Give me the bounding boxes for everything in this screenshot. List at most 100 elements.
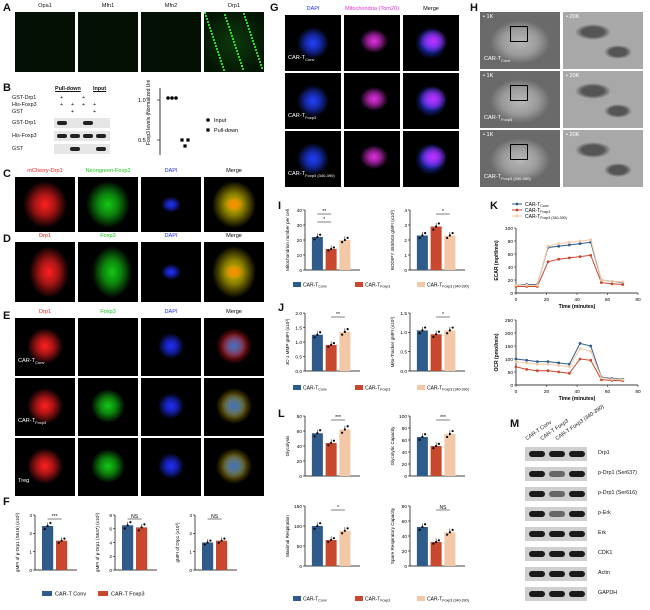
band-name: p-Drp1 (Ser616) — [598, 490, 637, 496]
band-name: CDK1 — [598, 550, 613, 556]
data-point — [57, 541, 60, 544]
blot-band — [96, 147, 106, 151]
series-point — [546, 369, 550, 373]
series-point — [567, 371, 571, 375]
confocal-image — [285, 131, 341, 187]
data-point — [313, 435, 316, 438]
y-axis-label: Mito-Tracker gMFI (x10³) — [390, 316, 395, 367]
series-point — [525, 283, 529, 287]
y-tick-label: 2.0 — [295, 311, 302, 317]
significance-label: * — [442, 312, 444, 318]
magnification-label: • 1K — [483, 14, 494, 20]
y-axis-label: Foxp3 levels (Normalized Units) — [146, 80, 152, 145]
western-band — [549, 451, 565, 457]
green-puncta — [229, 29, 231, 31]
significance-label: NS — [211, 514, 219, 520]
y-tick-label: 0 — [29, 568, 32, 574]
data-point — [46, 524, 49, 528]
y-axis-label: Maximal Respiration — [285, 515, 290, 557]
bar — [311, 334, 323, 371]
data-point — [421, 525, 424, 529]
data-point — [451, 231, 454, 235]
data-point — [446, 435, 449, 439]
data-point — [43, 527, 46, 531]
data-point — [137, 529, 140, 532]
western-band — [529, 451, 545, 457]
magnification-label: • 1K — [483, 73, 494, 79]
data-point — [448, 329, 451, 332]
y-tick-label: 1.0 — [400, 330, 407, 336]
western-band — [569, 551, 585, 557]
channel-title: Merge — [226, 233, 242, 239]
legend-label: CAR-TFoxp3 (340-390) — [525, 214, 567, 220]
x-axis-label: Time (minutes) — [559, 396, 596, 402]
western-band — [569, 571, 585, 577]
green-puncta — [206, 18, 208, 20]
data-point — [432, 447, 435, 450]
row-label: CAR-TConv — [18, 358, 44, 365]
data-point — [446, 533, 449, 536]
channel-title: Drp1 — [38, 309, 52, 315]
channel-title: DAPI — [164, 309, 178, 315]
panel-j-label: J — [278, 302, 285, 314]
y-tick-label: 40 — [297, 208, 303, 214]
data-point — [343, 238, 346, 242]
western-blot-strip — [525, 507, 587, 521]
confocal-image — [344, 73, 400, 129]
green-puncta — [217, 51, 219, 53]
series-point — [525, 361, 529, 365]
fluorescence-image — [15, 438, 75, 496]
data-point — [319, 522, 322, 525]
band-name: GAPDH — [598, 590, 618, 596]
fluorescence-image — [141, 378, 201, 436]
western-band — [529, 471, 545, 477]
legend-pulldown-marker — [206, 128, 210, 132]
green-puncta — [225, 17, 227, 19]
band-name: Actin — [598, 570, 610, 576]
band-name: p-Drp1 (Ser637) — [598, 470, 637, 476]
row-label-main: CAR-T — [288, 113, 306, 119]
series-point — [557, 242, 561, 245]
data-point — [220, 539, 223, 542]
data-point — [319, 233, 322, 236]
green-puncta — [209, 27, 211, 29]
green-puncta — [224, 14, 226, 16]
data-point — [126, 524, 129, 527]
band-name: Drp1 — [598, 450, 610, 456]
panel-k-label: K — [490, 200, 498, 212]
legend-swatch — [355, 282, 363, 287]
y-tick-label: 40 — [402, 534, 408, 540]
legend-label: CAR-TFoxp3 (340-390) — [427, 597, 469, 603]
row-label-main: CAR-T — [484, 174, 502, 180]
bar — [430, 226, 442, 270]
y-tick-label: 0.0 — [400, 369, 407, 375]
legend-label: CAR-TConv — [303, 597, 327, 603]
data-point — [451, 528, 454, 531]
green-puncta — [227, 23, 229, 25]
data-point — [123, 527, 126, 530]
row-label-sub: Foxp3 — [501, 117, 513, 123]
western-band — [549, 471, 565, 477]
row-label-sub: Foxp3 (340-390) — [501, 176, 531, 182]
blot-band — [83, 121, 93, 125]
y-axis-label: Spare Respiratory Capacity — [390, 507, 395, 564]
y-tick-label: 0 — [510, 383, 513, 389]
green-puncta — [205, 15, 207, 17]
bar — [444, 235, 456, 270]
confocal-image — [403, 15, 459, 71]
panel-g-label: G — [270, 2, 279, 14]
blot-label: GST — [12, 146, 24, 152]
series-point — [546, 362, 550, 366]
fluorescence-image — [15, 242, 75, 302]
data-point — [341, 431, 344, 434]
x-tick-label: 60 — [605, 297, 611, 303]
significance-label: * — [337, 505, 339, 511]
panel-a-label: A — [3, 2, 11, 14]
pulldown-point — [183, 144, 187, 148]
y-axis-label: gMFI of Drp1 (x10³) — [175, 522, 180, 563]
channel-title: Merge — [226, 309, 242, 315]
y-axis-label: gMFI of p-Drp1 (S637) (x10³) — [95, 512, 100, 572]
y-tick-label: 2 — [29, 531, 32, 537]
band-name: p-Erk — [598, 510, 611, 516]
blot-strip — [54, 118, 110, 128]
